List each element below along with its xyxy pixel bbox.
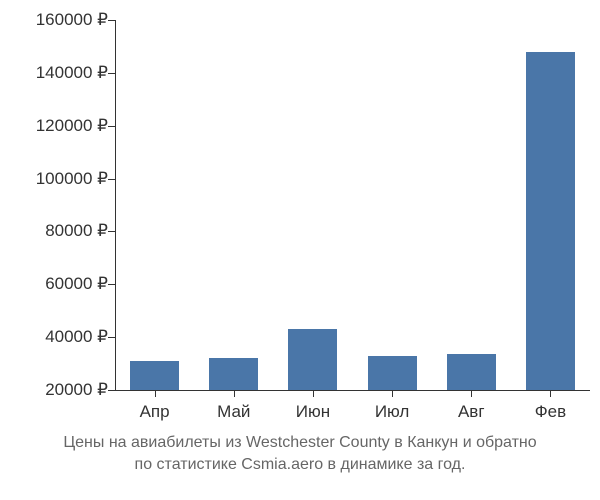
y-axis-label: 80000 ₽ [45,221,108,241]
y-axis-label: 120000 ₽ [36,116,108,136]
bar [368,356,417,390]
x-tick [550,390,551,397]
y-tick [108,337,115,338]
y-axis-label: 140000 ₽ [36,63,108,83]
y-tick [108,73,115,74]
y-tick [108,20,115,21]
y-tick [108,284,115,285]
x-tick [392,390,393,397]
y-axis-label: 100000 ₽ [36,169,108,189]
y-tick [108,126,115,127]
plot-area [115,20,590,390]
x-tick [234,390,235,397]
y-tick [108,179,115,180]
x-tick [155,390,156,397]
y-axis-label: 40000 ₽ [45,327,108,347]
chart-caption: Цены на авиабилеты из Westchester County… [0,432,600,477]
price-bar-chart: 20000 ₽ 40000 ₽ 60000 ₽ 80000 ₽ 100000 ₽ 1200… [0,10,600,430]
x-axis-label: Апр [140,402,170,422]
x-axis-label: Июн [296,402,330,422]
x-tick [471,390,472,397]
bar [288,329,337,390]
y-axis-label: 160000 ₽ [36,10,108,30]
y-tick [108,231,115,232]
x-axis [115,390,590,391]
bar [526,52,575,390]
caption-line-2: по статистике Csmia.aero в динамике за г… [0,454,600,476]
bar [209,358,258,390]
bar [130,361,179,390]
x-axis-label: Авг [458,402,485,422]
bar [447,354,496,390]
x-axis-label: Июл [375,402,410,422]
y-axis-label: 60000 ₽ [45,274,108,294]
x-axis-label: Май [217,402,250,422]
y-tick [108,390,115,391]
caption-line-1: Цены на авиабилеты из Westchester County… [0,432,600,454]
x-axis-label: Фев [535,402,566,422]
x-tick [313,390,314,397]
y-axis-label: 20000 ₽ [45,380,108,400]
